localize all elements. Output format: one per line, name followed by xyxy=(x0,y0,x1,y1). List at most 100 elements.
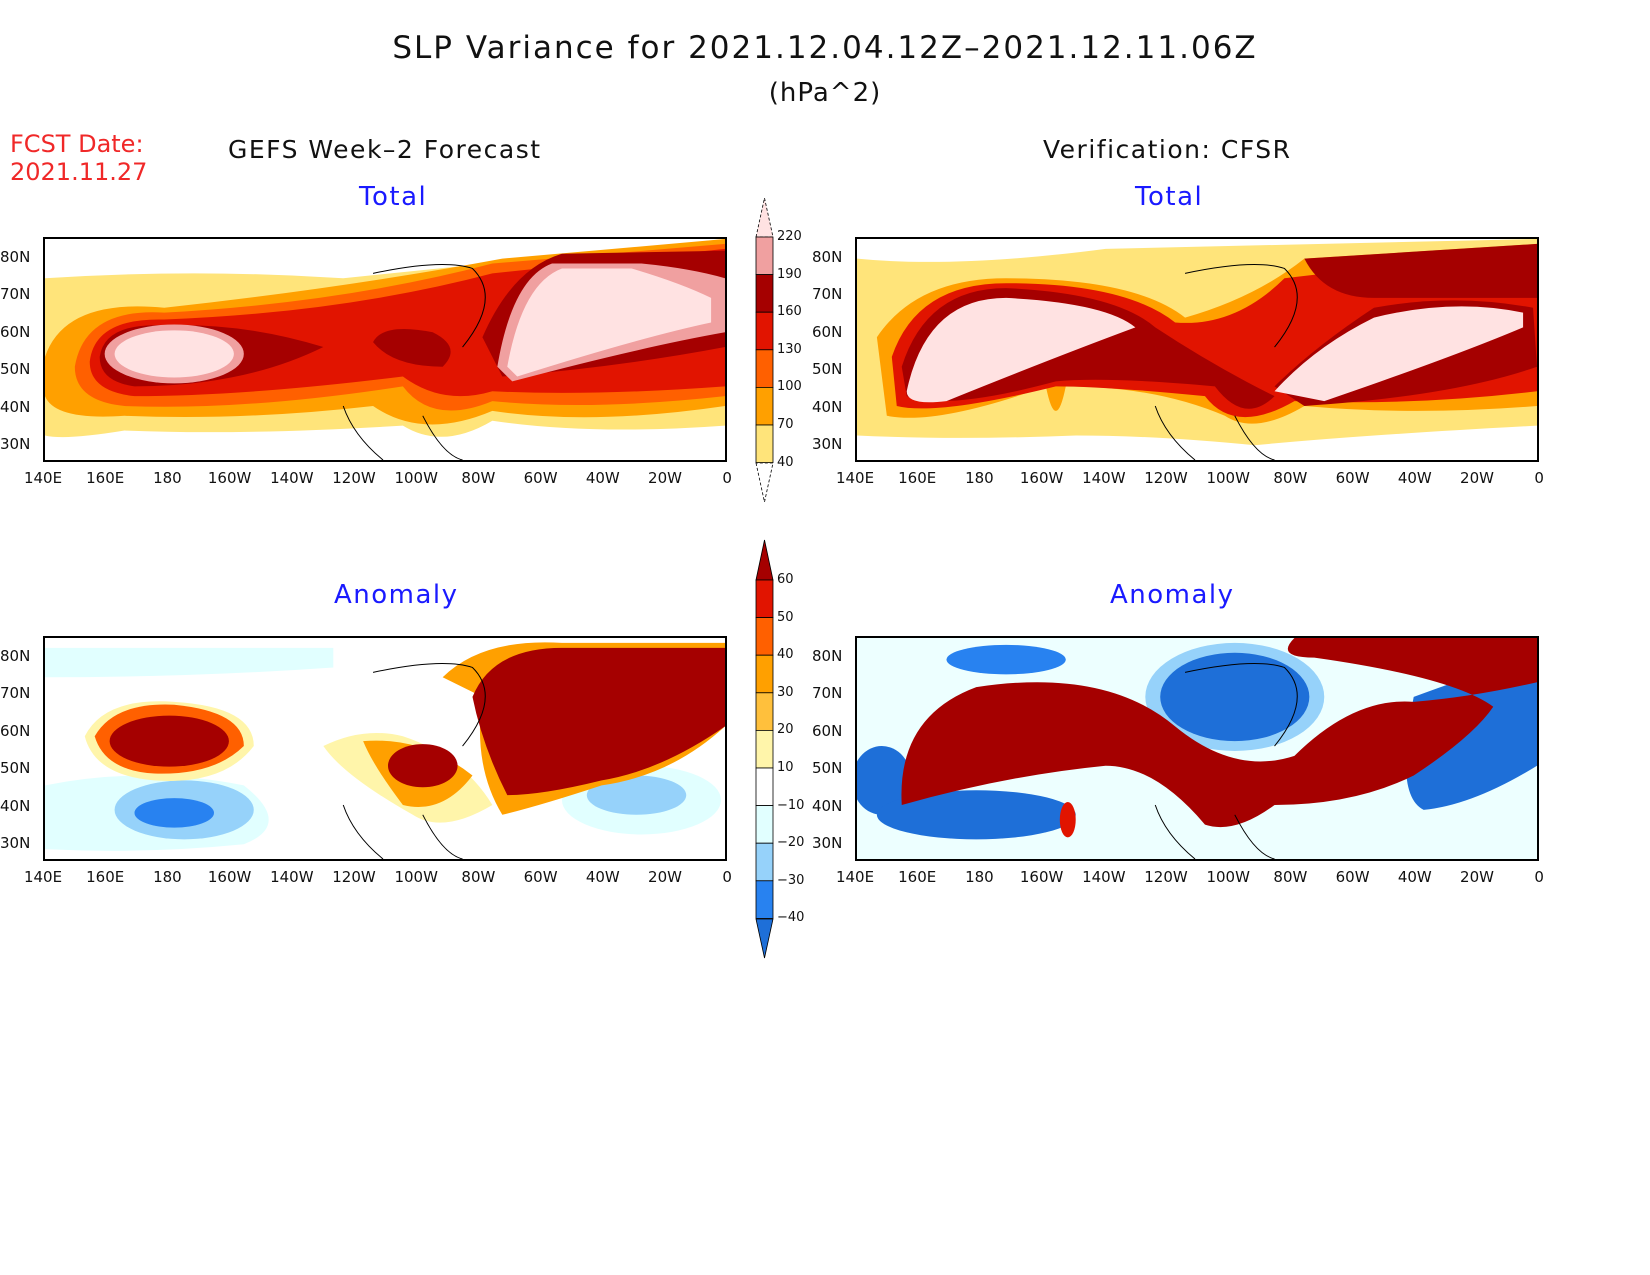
colorbar-label: 20 xyxy=(777,722,794,738)
colorbar-label: −30 xyxy=(777,872,805,888)
lat-tick-label: 60N xyxy=(0,322,31,341)
lat-tick-label: 40N xyxy=(812,397,843,416)
colorbar-segment xyxy=(755,579,774,618)
lon-tick-label: 160E xyxy=(86,868,125,886)
left-column-title: GEFS Week–2 Forecast xyxy=(228,135,542,164)
lon-tick-label: 20W xyxy=(648,868,682,886)
lon-tick-label: 140E xyxy=(835,868,875,886)
lat-tick-label: 30N xyxy=(0,834,31,852)
colorbar-label: 190 xyxy=(777,266,802,282)
colorbar-segment xyxy=(755,617,774,656)
colorbar-label: 160 xyxy=(777,304,802,320)
colorbar-label: 40 xyxy=(777,454,794,470)
lon-tick-label: 180 xyxy=(965,868,994,886)
fcst-date-value: 2021.11.27 xyxy=(10,158,148,186)
lon-tick-label: 80W xyxy=(461,868,496,886)
lon-tick-label: 100W xyxy=(394,868,438,886)
lon-tick-label: 20W xyxy=(648,469,682,487)
lon-tick-label: 100W xyxy=(394,469,438,487)
left-total-title: Total xyxy=(359,182,428,212)
lon-tick-label: 100W xyxy=(1206,868,1250,886)
lon-tick-label: 80W xyxy=(1273,469,1308,487)
lon-tick-label: 180 xyxy=(153,868,182,886)
lon-tick-label: 140W xyxy=(270,868,314,886)
lat-tick-label: 50N xyxy=(0,360,31,379)
lon-tick-label: 160W xyxy=(207,469,252,487)
lat-tick-label: 70N xyxy=(812,285,843,304)
lat-tick-label: 70N xyxy=(812,684,843,703)
colorbar-label: 60 xyxy=(777,572,794,587)
lon-tick-label: 100W xyxy=(1206,469,1250,487)
lon-tick-label: 40W xyxy=(585,868,620,886)
colorbar-extension xyxy=(755,462,774,503)
colorbar-segment xyxy=(755,767,774,806)
lon-tick-label: 0 xyxy=(1534,469,1544,487)
colorbar-segment xyxy=(755,236,774,275)
colorbar-anomaly xyxy=(755,539,774,959)
map-verification-total xyxy=(855,237,1539,462)
lon-tick-label: 140E xyxy=(23,868,63,886)
lon-tick-label: 80W xyxy=(1273,868,1308,886)
colorbar-segment xyxy=(755,424,774,463)
right-anomaly-title: Anomaly xyxy=(1110,580,1235,610)
colorbar-label: −10 xyxy=(777,797,805,813)
figure-title: SLP Variance for 2021.12.04.12Z–2021.12.… xyxy=(392,30,1258,66)
lat-tick-label: 60N xyxy=(812,322,843,341)
lon-tick-label: 140W xyxy=(1082,868,1126,886)
colorbar-segment xyxy=(755,349,774,388)
lat-tick-label: 80N xyxy=(0,248,31,266)
lon-tick-label: 120W xyxy=(1144,868,1188,886)
lon-tick-label: 60W xyxy=(1335,868,1370,886)
lon-tick-label: 60W xyxy=(1335,469,1370,487)
colorbar-label: 10 xyxy=(777,760,794,775)
lon-tick-label: 160W xyxy=(1019,469,1064,487)
lon-tick-label: 0 xyxy=(722,469,732,487)
lon-tick-label: 60W xyxy=(523,868,558,886)
colorbar-label: 50 xyxy=(777,609,794,625)
lon-tick-label: 40W xyxy=(1397,469,1432,487)
colorbar-segment xyxy=(755,729,774,769)
lat-tick-label: 50N xyxy=(0,759,31,778)
lat-tick-label: 80N xyxy=(812,647,843,665)
colorbar-extension xyxy=(755,918,774,959)
lon-tick-label: 20W xyxy=(1460,868,1494,886)
lon-tick-label: 60W xyxy=(523,469,558,487)
map-verification-anomaly xyxy=(855,636,1539,861)
lon-tick-label: 140E xyxy=(23,469,63,487)
colorbar-label: −40 xyxy=(777,910,805,926)
units-label: (hPa^2) xyxy=(768,78,882,108)
lat-tick-label: 60N xyxy=(812,721,843,740)
colorbar-segment xyxy=(755,805,774,844)
colorbar-segment xyxy=(755,311,774,351)
colorbar-segment xyxy=(755,654,774,694)
lat-tick-label: 40N xyxy=(0,796,31,815)
lon-tick-label: 80W xyxy=(461,469,496,487)
colorbar-label: 30 xyxy=(777,684,794,700)
lon-tick-label: 160E xyxy=(898,469,937,487)
lat-tick-label: 70N xyxy=(0,285,31,304)
colorbar-label: 220 xyxy=(777,229,802,244)
colorbar-label: −20 xyxy=(777,835,805,851)
lon-tick-label: 140W xyxy=(1082,469,1126,487)
lon-tick-label: 160E xyxy=(898,868,937,886)
colorbar-extension xyxy=(755,539,774,581)
left-anomaly-title: Anomaly xyxy=(334,580,459,610)
colorbar-label: 70 xyxy=(777,417,794,432)
map-forecast-total xyxy=(43,237,727,462)
lon-tick-label: 0 xyxy=(722,868,732,886)
lat-tick-label: 70N xyxy=(0,684,31,703)
colorbar-segment xyxy=(755,274,774,313)
colorbar-total xyxy=(755,197,774,503)
right-column-title: Verification: CFSR xyxy=(1043,135,1292,164)
lon-tick-label: 160W xyxy=(207,868,252,886)
colorbar-label: 100 xyxy=(777,379,802,395)
lon-tick-label: 180 xyxy=(965,469,994,487)
lon-tick-label: 120W xyxy=(332,469,376,487)
lat-tick-label: 40N xyxy=(812,796,843,815)
lon-tick-label: 40W xyxy=(1397,868,1432,886)
colorbar-segment xyxy=(755,692,774,731)
colorbar-segment xyxy=(755,842,774,882)
lon-tick-label: 40W xyxy=(585,469,620,487)
map-forecast-anomaly xyxy=(43,636,727,861)
